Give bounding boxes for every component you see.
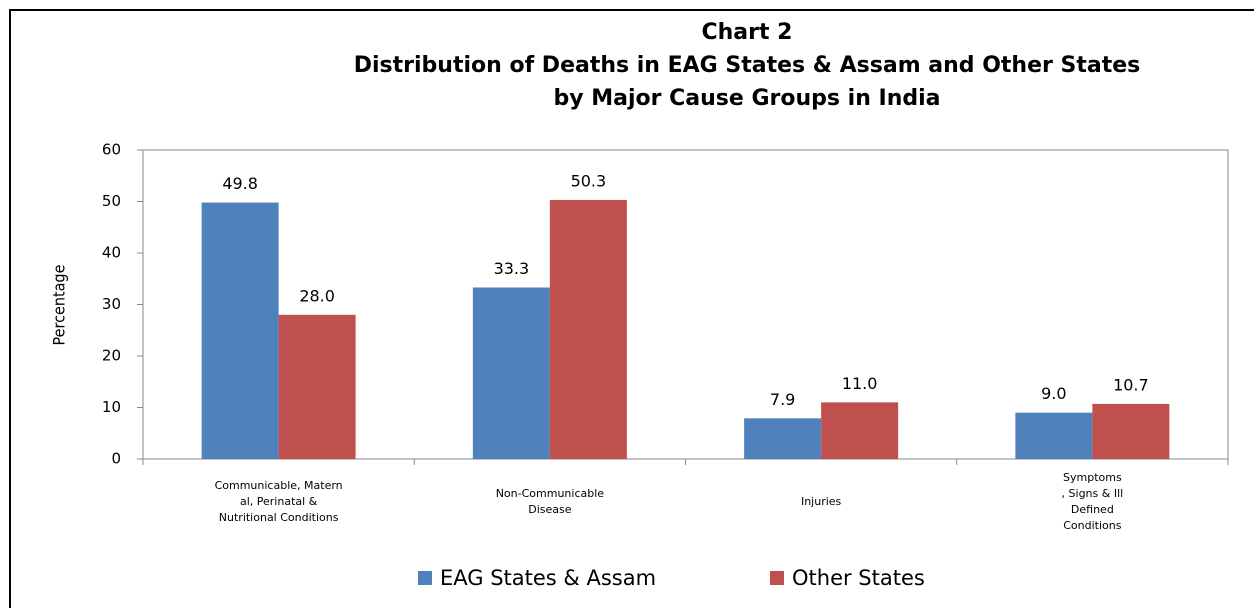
bar	[201, 202, 279, 459]
value-label: 28.0	[299, 286, 335, 305]
chart-title: by Major Cause Groups in India	[553, 86, 940, 111]
legend-swatch	[418, 571, 432, 585]
bar	[821, 402, 899, 459]
legend-label: Other States	[792, 566, 925, 590]
bar	[549, 199, 627, 459]
legend-label: EAG States & Assam	[440, 566, 656, 590]
frame	[9, 9, 1254, 608]
bar	[472, 287, 550, 459]
y-tick-label: 0	[111, 450, 121, 468]
bar	[1015, 412, 1093, 459]
x-tick-label: Communicable, Matern al, Perinatal & Nut…	[214, 479, 343, 524]
x-tick-label: Symptoms , Signs & Ill Defined Condition…	[1061, 471, 1124, 532]
chart-title: Distribution of Deaths in EAG States & A…	[354, 53, 1141, 78]
y-tick-label: 10	[102, 398, 121, 416]
value-label: 10.7	[1113, 375, 1149, 394]
value-label: 33.3	[494, 259, 530, 278]
y-tick-label: 30	[102, 295, 121, 313]
bar	[744, 418, 822, 459]
value-label: 11.0	[842, 374, 878, 393]
x-tick-label: Injuries	[800, 495, 842, 508]
x-tick-label: Non-Communicable Disease	[495, 487, 605, 516]
value-label: 49.8	[222, 174, 258, 193]
value-label: 7.9	[770, 390, 795, 409]
y-tick-label: 50	[102, 192, 121, 210]
value-label: 9.0	[1041, 384, 1066, 403]
bar	[278, 314, 356, 459]
bar	[1092, 403, 1170, 459]
y-tick-label: 40	[102, 244, 121, 262]
y-axis-label: Percentage	[50, 264, 69, 345]
y-tick-label: 60	[102, 141, 121, 159]
y-tick-label: 20	[102, 347, 121, 365]
legend-swatch	[770, 571, 784, 585]
chart-title: Chart 2	[702, 20, 793, 45]
value-label: 50.3	[571, 171, 607, 190]
